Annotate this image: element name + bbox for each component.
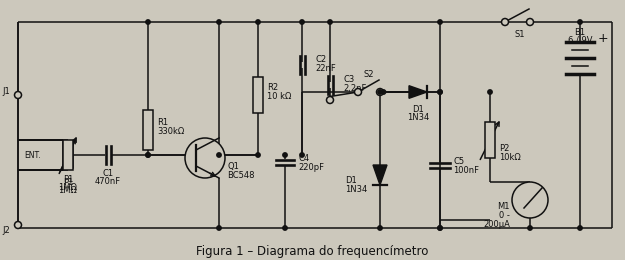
Text: S2: S2	[364, 69, 374, 79]
Text: 0 -: 0 -	[499, 211, 510, 219]
Text: J2: J2	[2, 225, 10, 235]
Circle shape	[217, 226, 221, 230]
Text: 1MΩ: 1MΩ	[59, 185, 78, 194]
Text: BC548: BC548	[227, 171, 254, 179]
Circle shape	[14, 92, 21, 99]
Polygon shape	[409, 86, 427, 98]
Circle shape	[146, 20, 150, 24]
Text: 470nF: 470nF	[95, 177, 121, 185]
Circle shape	[282, 153, 288, 157]
Circle shape	[217, 153, 221, 157]
Circle shape	[14, 222, 21, 229]
Circle shape	[501, 18, 509, 25]
Circle shape	[578, 226, 582, 230]
Circle shape	[578, 20, 582, 24]
Text: R1: R1	[157, 118, 168, 127]
Circle shape	[146, 153, 150, 157]
Text: 100nF: 100nF	[453, 166, 479, 174]
Text: 200μA: 200μA	[483, 219, 510, 229]
Polygon shape	[373, 165, 387, 185]
Circle shape	[378, 226, 382, 230]
Text: C1: C1	[102, 168, 114, 178]
Circle shape	[354, 88, 361, 95]
Bar	[253, 77, 263, 113]
Circle shape	[300, 153, 304, 157]
Text: Figura 1 – Diagrama do frequencímetro: Figura 1 – Diagrama do frequencímetro	[196, 244, 428, 257]
Circle shape	[256, 20, 260, 24]
Circle shape	[256, 153, 260, 157]
Circle shape	[381, 90, 386, 94]
Text: 1N34: 1N34	[345, 185, 368, 193]
Text: C5: C5	[453, 157, 464, 166]
Text: R2: R2	[267, 82, 278, 92]
Circle shape	[300, 20, 304, 24]
Circle shape	[438, 20, 442, 24]
Text: 6 / 9V: 6 / 9V	[568, 36, 592, 44]
Text: C3: C3	[343, 75, 354, 83]
Bar	[485, 122, 495, 158]
Text: D1: D1	[412, 105, 424, 114]
Text: 1N34: 1N34	[407, 113, 429, 121]
Circle shape	[146, 153, 150, 157]
Bar	[143, 110, 153, 150]
Text: 10kΩ: 10kΩ	[499, 153, 521, 161]
Text: Q1: Q1	[227, 161, 239, 171]
Circle shape	[488, 90, 492, 94]
Text: S1: S1	[515, 29, 525, 38]
Circle shape	[376, 88, 384, 95]
Text: D1: D1	[345, 176, 357, 185]
Circle shape	[378, 90, 382, 94]
Circle shape	[282, 226, 288, 230]
Text: P1: P1	[63, 178, 73, 186]
Text: 220pF: 220pF	[298, 162, 324, 172]
Circle shape	[528, 226, 532, 230]
Circle shape	[328, 20, 332, 24]
Circle shape	[438, 226, 442, 230]
Text: 1MΩ: 1MΩ	[59, 183, 78, 192]
Text: P1: P1	[63, 174, 73, 184]
Circle shape	[185, 138, 225, 178]
Text: 2,2nF: 2,2nF	[343, 83, 366, 93]
Text: J1: J1	[2, 87, 10, 95]
Circle shape	[526, 18, 534, 25]
Circle shape	[217, 20, 221, 24]
Circle shape	[438, 226, 442, 230]
Text: +: +	[598, 31, 609, 44]
Text: 10 kΩ: 10 kΩ	[267, 92, 291, 101]
Text: C2: C2	[315, 55, 326, 63]
Circle shape	[326, 96, 334, 103]
Text: 330kΩ: 330kΩ	[157, 127, 184, 135]
Bar	[63, 142, 73, 168]
Circle shape	[438, 90, 442, 94]
Circle shape	[512, 182, 548, 218]
Text: P2: P2	[499, 144, 509, 153]
Circle shape	[438, 90, 442, 94]
Text: M1: M1	[498, 202, 510, 211]
Text: B1: B1	[574, 28, 586, 36]
Text: 22nF: 22nF	[315, 63, 336, 73]
Text: ENT.: ENT.	[24, 151, 41, 159]
Bar	[63, 140, 73, 170]
Text: C4: C4	[298, 153, 309, 162]
